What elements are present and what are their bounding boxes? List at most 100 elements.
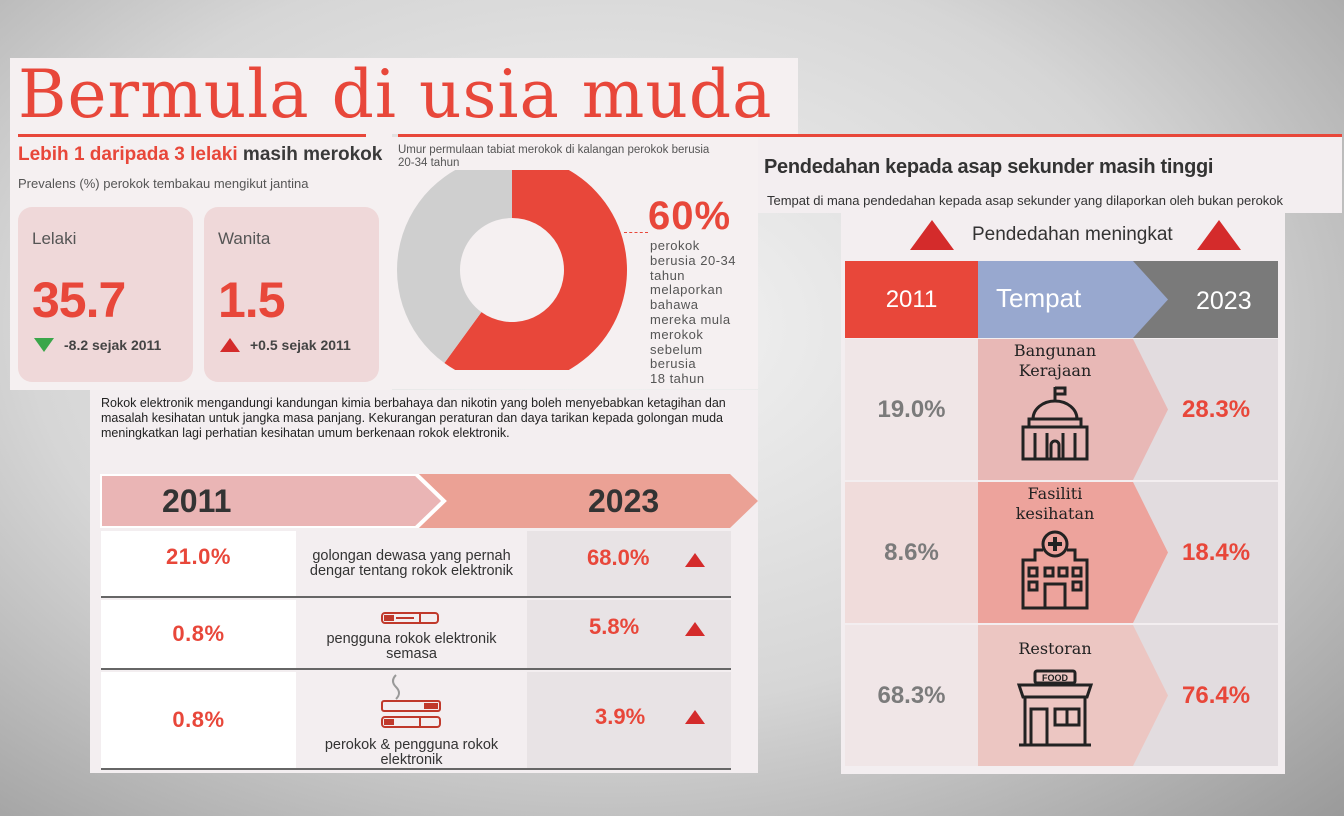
card-change-text: -8.2 sejak 2011 — [64, 337, 162, 353]
increase-icon — [220, 338, 240, 352]
sh-row-2011-cell: 19.0% — [845, 339, 978, 480]
donut-note-line: bahawa — [650, 297, 699, 313]
header-arrow-2023 — [400, 474, 758, 528]
donut-note-line: merokok — [650, 326, 704, 342]
increase-icon — [685, 710, 705, 724]
donut-leader-line — [624, 232, 648, 233]
card-value: 35.7 — [32, 272, 126, 328]
restaurant-sign-text: FOOD — [1042, 673, 1068, 683]
cigarette-ecigarette-icon — [380, 673, 444, 738]
ecig-row-label-cell: perokok & pengguna rokok elektronik — [297, 672, 526, 768]
ecig-row-label: pengguna rokok elektronik semasa — [326, 630, 497, 662]
sh-place-label: Fasiliti kesihatan — [1015, 484, 1095, 523]
ecig-row-2011-cell: 21.0% — [101, 531, 296, 596]
ecig-2023-value: 5.8% — [589, 614, 640, 639]
ecig-2011-value: 0.8% — [172, 621, 225, 646]
secondhand-header-panel — [758, 137, 1342, 213]
sh-2011-value: 68.3% — [877, 681, 946, 709]
prevalence-caption: Prevalens (%) perokok tembakau mengikut … — [18, 176, 309, 191]
donut-note-line: berusia — [650, 356, 697, 372]
card-label: Lelaki — [32, 229, 77, 248]
sh-place-cell: Bangunan Kerajaan — [985, 341, 1125, 476]
col-header-2011-text: 2011 — [885, 285, 938, 313]
sh-place-label: Bangunan Kerajaan — [1013, 341, 1097, 380]
ecig-2023-value: 68.0% — [587, 545, 650, 570]
donut-note-line: berusia 20-34 — [650, 252, 736, 268]
ecig-row-2023-cell: 3.9% — [527, 672, 731, 768]
ecig-row-label: golongan dewasa yang pernah dengar tenta… — [309, 547, 514, 579]
stat-card-male: Lelaki 35.7 -8.2 sejak 2011 — [18, 207, 193, 382]
headline: Bermula di usia muda — [18, 56, 773, 133]
donut-note-line: perokok — [650, 238, 700, 253]
row-divider — [101, 596, 731, 598]
donut-slice-other — [397, 170, 512, 364]
decrease-icon — [34, 338, 54, 352]
donut-note-line: sebelum — [650, 341, 703, 357]
headline-underline — [18, 134, 366, 137]
col-header-bar — [978, 261, 1278, 338]
sh-2023-value: 28.3% — [1182, 396, 1251, 423]
header-arrow-2011 — [100, 474, 447, 528]
sh-2011-value: 8.6% — [884, 538, 939, 566]
card-change: -8.2 sejak 2011 — [34, 337, 161, 353]
secondhand-subtitle: Tempat di mana pendedahan kepada asap se… — [767, 193, 1284, 208]
sh-place-label: Restoran — [1018, 639, 1092, 658]
restaurant-icon: FOOD — [1015, 669, 1095, 754]
row-divider — [101, 668, 731, 670]
card-change: +0.5 sejak 2011 — [220, 337, 351, 353]
donut-note: perokok berusia 20-34 tahun melaporkan bahaw… — [650, 238, 736, 387]
ecig-row-label: perokok & pengguna rokok elektronik — [324, 736, 499, 768]
ecig-row-2011-cell: 0.8% — [101, 600, 296, 668]
ecig-row-2023-cell: 5.8% — [527, 600, 731, 668]
donut-slice-before-18 — [444, 170, 627, 370]
donut-note-line: tahun — [650, 267, 686, 283]
col-header-place-text: Tempat — [996, 283, 1082, 313]
sh-place-cell: Restoran FOOD — [985, 627, 1125, 762]
ecig-row-2011-cell: 0.8% — [101, 672, 296, 768]
card-label: Wanita — [218, 229, 271, 248]
sh-row-place-arrow — [978, 482, 1168, 623]
ecig-2011-value: 0.8% — [172, 707, 225, 732]
government-building-icon — [1015, 385, 1095, 470]
increase-icon — [685, 553, 705, 567]
subhead-dark: masih merokok — [237, 144, 383, 165]
headline-strip — [10, 58, 798, 134]
card-change-text: +0.5 sejak 2011 — [250, 337, 351, 353]
hospital-icon — [1015, 528, 1095, 617]
sh-2011-value: 19.0% — [877, 395, 946, 423]
col-header-2011: 2011 — [845, 261, 978, 338]
ecig-row-label-cell: pengguna rokok elektronik semasa — [297, 600, 526, 668]
ecig-2023-value: 3.9% — [595, 704, 646, 729]
sh-row-2011-cell: 68.3% — [845, 625, 978, 766]
legend: Pendedahan meningkat — [910, 220, 1241, 250]
increase-icon — [1196, 220, 1241, 250]
col-header-2023-text: 2023 — [1196, 287, 1252, 315]
ecig-year-2011: 2011 — [162, 483, 232, 519]
donut-caption: Umur permulaan tabiat merokok di kalanga… — [398, 144, 710, 169]
ecig-2011-value: 21.0% — [166, 543, 231, 569]
ecigarette-icon — [380, 607, 444, 632]
ecig-row-2023-cell: 68.0% — [527, 531, 731, 596]
ecig-year-2023: 2023 — [588, 483, 660, 519]
subhead-red: Lebih 1 daripada 3 lelaki — [18, 144, 238, 165]
row-divider — [101, 768, 731, 770]
stat-card-female: Wanita 1.5 +0.5 sejak 2011 — [204, 207, 379, 382]
sh-2023-value: 18.4% — [1182, 539, 1251, 566]
legend-label: Pendedahan meningkat — [972, 224, 1173, 245]
sh-place-cell: Fasiliti kesihatan — [985, 484, 1125, 619]
increase-icon — [910, 220, 954, 250]
ecig-year-header — [100, 474, 758, 528]
secondhand-title: Pendedahan kepada asap sekunder masih ti… — [764, 156, 1214, 178]
increase-icon — [685, 622, 705, 636]
donut-note-line: 18 tahun — [650, 371, 705, 387]
ecig-row-label-cell: golongan dewasa yang pernah dengar tenta… — [297, 531, 526, 596]
donut-percent: 60% — [648, 194, 732, 238]
sh-2023-value: 76.4% — [1182, 682, 1251, 709]
donut-note-line: mereka mula — [650, 311, 731, 327]
donut-chart — [397, 170, 627, 370]
subhead: Lebih 1 daripada 3 lelaki masih merokok — [18, 144, 382, 166]
headline-underline-right — [398, 134, 1342, 137]
col-header-place-bg — [978, 261, 1168, 338]
card-value: 1.5 — [218, 272, 286, 328]
sh-row-2011-cell: 8.6% — [845, 482, 978, 623]
